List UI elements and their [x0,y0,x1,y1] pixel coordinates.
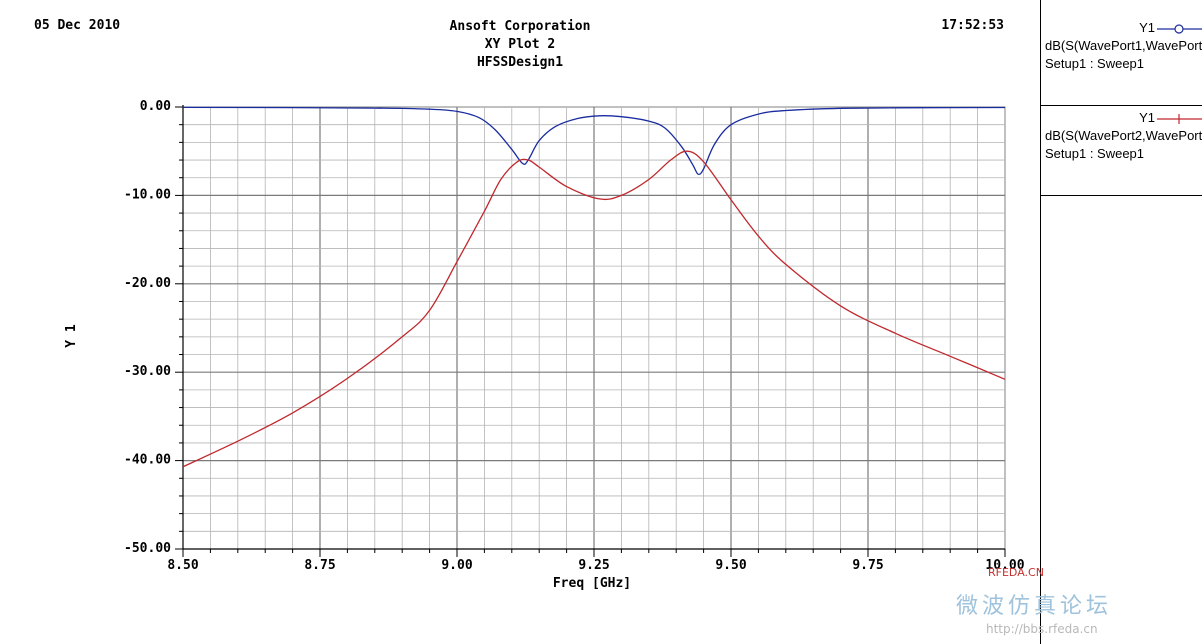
axis-layer: 8.50 8.75 9.00 9.25 9.50 9.75 10.00 0.00 -10.00 -… [124,99,1025,573]
y-tick-label: 0.00 [140,99,171,114]
y-tick-label: -40.00 [124,453,171,468]
legend-setup: Setup1 : Sweep1 [1045,56,1145,71]
y-axis-label: Y 1 [64,324,79,348]
plot-date: 05 Dec 2010 [34,18,121,33]
x-tick-label: 9.50 [715,558,746,573]
y-tick-label: -50.00 [124,541,171,556]
legend-expression: dB(S(WavePort1,WavePort1)) [1045,38,1202,53]
y-tick-label: -20.00 [124,276,171,291]
legend-series-name: Y1 [1139,20,1155,35]
watermark: RFEDA.CN 微波仿真论坛 http://bbs.rfeda.cn [930,550,1108,644]
plot-title-block: Ansoft Corporation XY Plot 2 HFSSDesign1 [420,18,620,72]
x-tick-label: 9.00 [441,558,472,573]
xy-chart: 8.50 8.75 9.00 9.25 9.50 9.75 10.00 0.00 -10.00 -… [64,99,1025,591]
plot-time: 17:52:53 [941,18,1004,33]
legend-line-circle-icon [1157,24,1202,34]
y-tick-label: -10.00 [124,187,171,202]
series-layer [182,106,1006,468]
design-name: HFSSDesign1 [476,55,564,70]
legend-series-name: Y1 [1139,110,1155,125]
watermark-url: http://bbs.rfeda.cn [986,622,1098,636]
x-tick-label: 8.75 [304,558,335,573]
legend-setup: Setup1 : Sweep1 [1045,146,1145,161]
plot-title: XY Plot 2 [484,37,556,52]
grid-layer [182,106,1006,550]
watermark-brand: RFEDA.CN [988,566,1044,579]
legend-entry-s11[interactable]: Y1 dB(S(WavePort1,WavePort1)) Setup1 : S… [1041,0,1202,106]
series-line-s21 [182,150,1006,468]
legend-panel: Y1 dB(S(WavePort1,WavePort1)) Setup1 : S… [1040,0,1202,644]
x-tick-label: 9.75 [852,558,883,573]
legend-expression: dB(S(WavePort2,WavePort1)) [1045,128,1202,143]
x-tick-label: 9.25 [578,558,609,573]
watermark-tagline: 微波仿真论坛 [956,594,1113,619]
x-tick-label: 8.50 [167,558,198,573]
legend-line-plus-icon [1157,114,1202,124]
legend-entry-s21[interactable]: Y1 dB(S(WavePort2,WavePort1)) Setup1 : S… [1041,105,1202,196]
company-name: Ansoft Corporation [449,19,591,34]
y-tick-label: -30.00 [124,364,171,379]
series-line-s11 [182,106,1006,176]
x-axis-label: Freq [GHz] [553,576,631,591]
x-tick-label: 10.00 [985,558,1024,573]
